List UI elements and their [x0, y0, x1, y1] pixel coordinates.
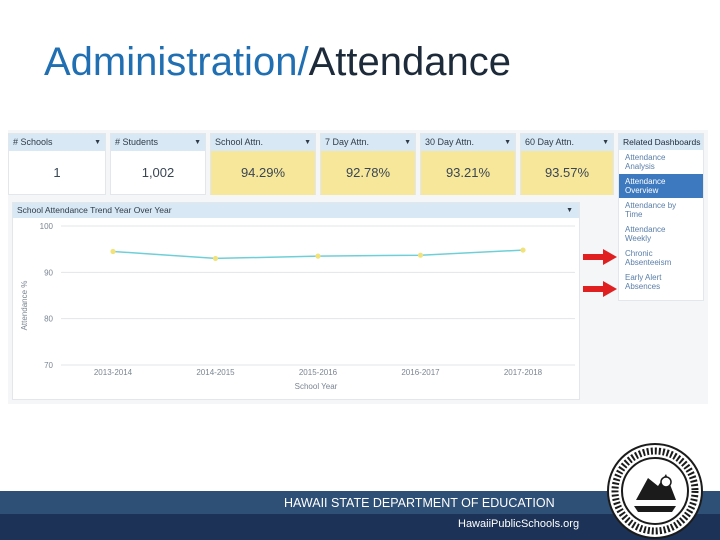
dropdown-caret-icon[interactable]: ▼ [504, 139, 511, 146]
x-tick-label: 2013-2014 [94, 368, 133, 377]
related-link-attendance-overview[interactable]: Attendance Overview [619, 174, 703, 198]
dropdown-caret-icon[interactable]: ▼ [304, 139, 311, 146]
slide-title: Administration/Attendance [44, 38, 511, 86]
kpi-label: 60 Day Attn. [525, 137, 575, 147]
data-point [315, 253, 321, 259]
chart-header: School Attendance Trend Year Over Year [17, 205, 172, 215]
kpi-students[interactable]: # Students ▼ 1,002 [110, 133, 206, 195]
footer-url: HawaiiPublicSchools.org [458, 518, 580, 530]
title-part-2: Attendance [308, 40, 511, 84]
link-line-1: Early Alert [625, 273, 662, 282]
footer-band [0, 491, 720, 514]
kpi-60-day-attendance[interactable]: 60 Day Attn. ▼ 93.57% [520, 133, 614, 195]
related-link-attendance-by-time[interactable]: Attendance by Time [619, 198, 703, 222]
footer-band-dark [0, 514, 720, 540]
link-line-1: Attendance [625, 177, 666, 186]
kpi-value: 92.78% [321, 151, 415, 195]
kpi-label: School Attn. [215, 137, 264, 147]
dropdown-caret-icon[interactable]: ▼ [94, 139, 101, 146]
title-part-1: Administration/ [44, 40, 309, 84]
line-chart: 70 80 90 100 2013-2014 2014-2015 2015-2016 2016… [20, 222, 575, 391]
link-line-2: Time [625, 209, 643, 219]
dropdown-caret-icon[interactable]: ▼ [566, 207, 573, 214]
y-tick-label: 100 [40, 222, 54, 231]
kpi-7-day-attendance[interactable]: 7 Day Attn. ▼ 92.78% [320, 133, 416, 195]
kpi-value: 93.21% [421, 151, 515, 195]
link-line-1: Attendance [625, 225, 666, 234]
department-seal-logo [607, 443, 703, 539]
red-arrow-icon [583, 281, 617, 297]
kpi-schools[interactable]: # Schools ▼ 1 [8, 133, 106, 195]
kpi-value: 1 [53, 165, 61, 180]
link-line-2: Weekly [625, 233, 652, 243]
x-axis-label: School Year [295, 382, 338, 391]
link-line-2: Absenteeism [625, 257, 672, 267]
related-link-attendance-weekly[interactable]: Attendance Weekly [619, 222, 703, 246]
dropdown-caret-icon[interactable]: ▼ [404, 139, 411, 146]
y-tick-label: 90 [44, 268, 53, 277]
y-axis-label: Attendance % [20, 281, 29, 331]
attendance-trend-chart: School Attendance Trend Year Over Year ▼ … [12, 202, 580, 400]
y-tick-label: 70 [44, 361, 53, 370]
kpi-label: # Schools [13, 137, 53, 147]
footer-org-name: HAWAII STATE DEPARTMENT OF EDUCATION [284, 496, 555, 510]
kpi-value: 94.29% [211, 151, 315, 195]
link-line-2: Overview [625, 185, 659, 195]
data-point [212, 255, 219, 262]
x-tick-label: 2015-2016 [299, 368, 338, 377]
related-dashboards-header: Related Dashboards [619, 134, 703, 150]
link-line-2: Absences [625, 281, 661, 291]
link-line-1: Chronic [625, 249, 653, 258]
kpi-school-attendance[interactable]: School Attn. ▼ 94.29% [210, 133, 316, 195]
dropdown-caret-icon[interactable]: ▼ [602, 139, 609, 146]
data-point [110, 248, 116, 255]
kpi-label: 7 Day Attn. [325, 137, 370, 147]
link-line-1: Attendance by [625, 201, 677, 210]
kpi-value: 93.57% [521, 151, 613, 195]
x-tick-label: 2014-2015 [196, 368, 235, 377]
y-tick-label: 80 [44, 315, 53, 324]
kpi-30-day-attendance[interactable]: 30 Day Attn. ▼ 93.21% [420, 133, 516, 195]
kpi-label: # Students [115, 137, 159, 147]
kpi-value: 1,002 [141, 165, 175, 180]
related-dashboards-panel: Related Dashboards Attendance Analysis At… [618, 133, 704, 301]
dashboard-screenshot: # Schools ▼ 1 # Students ▼ 1,002 School At… [8, 130, 708, 404]
link-line-1: Attendance [625, 153, 666, 162]
link-line-2: Analysis [625, 161, 655, 171]
red-arrow-icon [583, 249, 617, 265]
kpi-label: 30 Day Attn. [425, 137, 475, 147]
data-point [520, 247, 526, 253]
x-tick-label: 2016-2017 [401, 368, 440, 377]
data-point [417, 252, 424, 258]
related-link-chronic-absenteeism[interactable]: Chronic Absenteeism [619, 246, 703, 270]
x-tick-label: 2017-2018 [504, 368, 543, 377]
related-link-early-alert-absences[interactable]: Early Alert Absences [619, 270, 703, 294]
dropdown-caret-icon[interactable]: ▼ [194, 139, 201, 146]
related-link-attendance-analysis[interactable]: Attendance Analysis [619, 150, 703, 174]
